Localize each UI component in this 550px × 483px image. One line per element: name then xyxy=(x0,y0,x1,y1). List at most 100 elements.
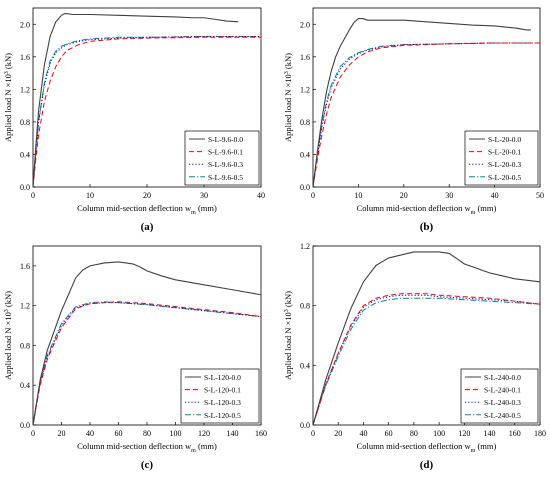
x-tick-label: 0 xyxy=(31,429,35,438)
y-tick-label: 0.8 xyxy=(300,118,310,127)
legend-box xyxy=(184,130,260,186)
legend-entry: S-L-240-0.1 xyxy=(484,386,521,395)
x-tick-label: 20 xyxy=(400,191,408,200)
x-tick-label: 80 xyxy=(410,429,418,438)
y-tick-label: 2.0 xyxy=(20,20,30,29)
legend-entry: S-L-240-0.5 xyxy=(484,411,521,420)
x-tick-label: 160 xyxy=(509,429,521,438)
y-tick-label: 1.2 xyxy=(300,85,310,94)
x-axis-label: Column mid-section deflection wm (mm) xyxy=(77,203,217,216)
x-tick-label: 100 xyxy=(170,429,182,438)
plot-frame xyxy=(312,245,541,426)
series-line-S-L-120-0.0 xyxy=(32,261,262,426)
legend-entry: S-L-20-0.5 xyxy=(488,173,521,182)
x-tick-label: 20 xyxy=(143,191,151,200)
series-line-S-L-9.6-0.3 xyxy=(32,35,261,188)
y-tick-label: 0.4 xyxy=(20,150,30,159)
y-tick-label: 0.4 xyxy=(20,381,30,390)
x-tick-label: 50 xyxy=(536,191,544,200)
panel-label: (b) xyxy=(420,221,434,233)
y-tick-label: 0.4 xyxy=(300,150,310,159)
x-tick-label: 0 xyxy=(311,191,315,200)
x-tick-label: 160 xyxy=(255,429,267,438)
y-tick-label: 1.6 xyxy=(20,262,30,271)
legend-entry: S-L-20-0.1 xyxy=(488,148,521,157)
y-tick-label: 1.2 xyxy=(300,242,310,251)
series-line-S-L-9.6-0.1 xyxy=(32,36,261,188)
series-line-S-L-20-0.1 xyxy=(312,42,540,188)
legend-entry: S-L-120-0.0 xyxy=(204,373,241,382)
y-axis-label: Applied load N ×103 (kN) xyxy=(283,53,293,142)
y-tick-label: 1.6 xyxy=(300,53,310,62)
x-tick-label: 140 xyxy=(227,429,239,438)
y-tick-label: 0.8 xyxy=(300,302,310,311)
legend-entry: S-L-240-0.3 xyxy=(484,398,521,407)
y-tick-label: 2.0 xyxy=(300,20,310,29)
legend-entry: S-L-120-0.5 xyxy=(204,411,241,420)
chart-panel-1: 0 10 20 30 40 0.0 0.4 0.8 1.2 1.6 2.0 Column mid-se… xyxy=(3,7,265,233)
legend-box xyxy=(180,368,260,424)
series-line-S-L-240-0.1 xyxy=(312,293,541,426)
y-tick-label: 0.8 xyxy=(20,341,30,350)
y-tick-label: 1.2 xyxy=(20,85,30,94)
series-line-S-L-9.6-0.0 xyxy=(32,13,239,188)
chart-panel-3: 0 20 40 60 80 100 120 140 160 0.0 0.4 0.8 1.2 1.6 Colu… xyxy=(3,245,267,471)
legend-entry: S-L-9.6-0.1 xyxy=(208,148,243,157)
legend-entry: S-L-9.6-0.3 xyxy=(208,160,243,169)
legend-box xyxy=(464,130,539,186)
series-line-S-L-240-0.5 xyxy=(312,297,541,426)
x-tick-label: 40 xyxy=(359,429,367,438)
x-tick-label: 10 xyxy=(86,191,94,200)
plot-frame xyxy=(312,7,541,188)
x-tick-label: 20 xyxy=(58,429,66,438)
x-tick-label: 120 xyxy=(198,429,210,438)
y-tick-label: 0.0 xyxy=(300,183,310,192)
legend-entry: S-L-9.6-0.5 xyxy=(208,173,243,182)
chart-panel-2: 0 10 20 30 40 50 0.0 0.4 0.8 1.2 1.6 2.0 Column mid-… xyxy=(283,7,544,233)
y-tick-label: 1.2 xyxy=(20,302,30,311)
x-axis-label: Column mid-section deflection wm (mm) xyxy=(357,203,497,216)
y-tick-label: 1.6 xyxy=(20,53,30,62)
x-tick-label: 60 xyxy=(115,429,123,438)
y-axis-label: Applied load N ×103 (kN) xyxy=(3,291,13,380)
y-tick-label: 0.0 xyxy=(20,183,30,192)
series-line-S-L-120-0.1 xyxy=(32,301,262,426)
x-tick-label: 0 xyxy=(31,191,35,200)
x-tick-label: 100 xyxy=(433,429,445,438)
x-tick-label: 40 xyxy=(491,191,499,200)
panel-label: (a) xyxy=(141,221,154,233)
y-axis-label: Applied load N ×103 (kN) xyxy=(283,291,293,380)
y-tick-label: 0.0 xyxy=(20,421,30,430)
y-axis-label: Applied load N ×103 (kN) xyxy=(3,53,13,142)
x-axis-label: Column mid-section deflection wm (mm) xyxy=(77,441,217,454)
y-tick-label: 0.0 xyxy=(300,421,310,430)
x-tick-label: 10 xyxy=(354,191,362,200)
x-tick-label: 140 xyxy=(484,429,496,438)
x-axis-label: Column mid-section deflection wm (mm) xyxy=(357,441,497,454)
series-line-S-L-9.6-0.5 xyxy=(32,35,261,188)
x-tick-label: 20 xyxy=(334,429,342,438)
x-tick-label: 30 xyxy=(445,191,453,200)
x-tick-label: 0 xyxy=(311,429,315,438)
legend-entry: S-L-120-0.1 xyxy=(204,386,241,395)
y-tick-label: 0.4 xyxy=(300,361,310,370)
x-tick-label: 40 xyxy=(257,191,265,200)
legend-box xyxy=(460,368,539,424)
series-line-S-L-20-0.0 xyxy=(312,18,531,188)
x-tick-label: 180 xyxy=(534,429,546,438)
series-line-S-L-240-0.0 xyxy=(312,251,541,426)
legend-entry: S-L-120-0.3 xyxy=(204,398,241,407)
y-tick-label: 0.8 xyxy=(20,118,30,127)
x-tick-label: 80 xyxy=(143,429,151,438)
x-tick-label: 120 xyxy=(458,429,470,438)
x-tick-label: 40 xyxy=(86,429,94,438)
legend-entry: S-L-20-0.3 xyxy=(488,160,521,169)
chart-panel-4: 0 20 40 60 80 100 120 140 160 180 0.0 0.4 0.8 1.2 Colu… xyxy=(283,242,546,471)
x-tick-label: 30 xyxy=(200,191,208,200)
panel-label: (c) xyxy=(141,459,154,471)
legend-entry: S-L-20-0.0 xyxy=(488,135,521,144)
panel-label: (d) xyxy=(420,459,434,471)
legend-entry: S-L-240-0.0 xyxy=(484,373,521,382)
legend-entry: S-L-9.6-0.0 xyxy=(208,135,243,144)
